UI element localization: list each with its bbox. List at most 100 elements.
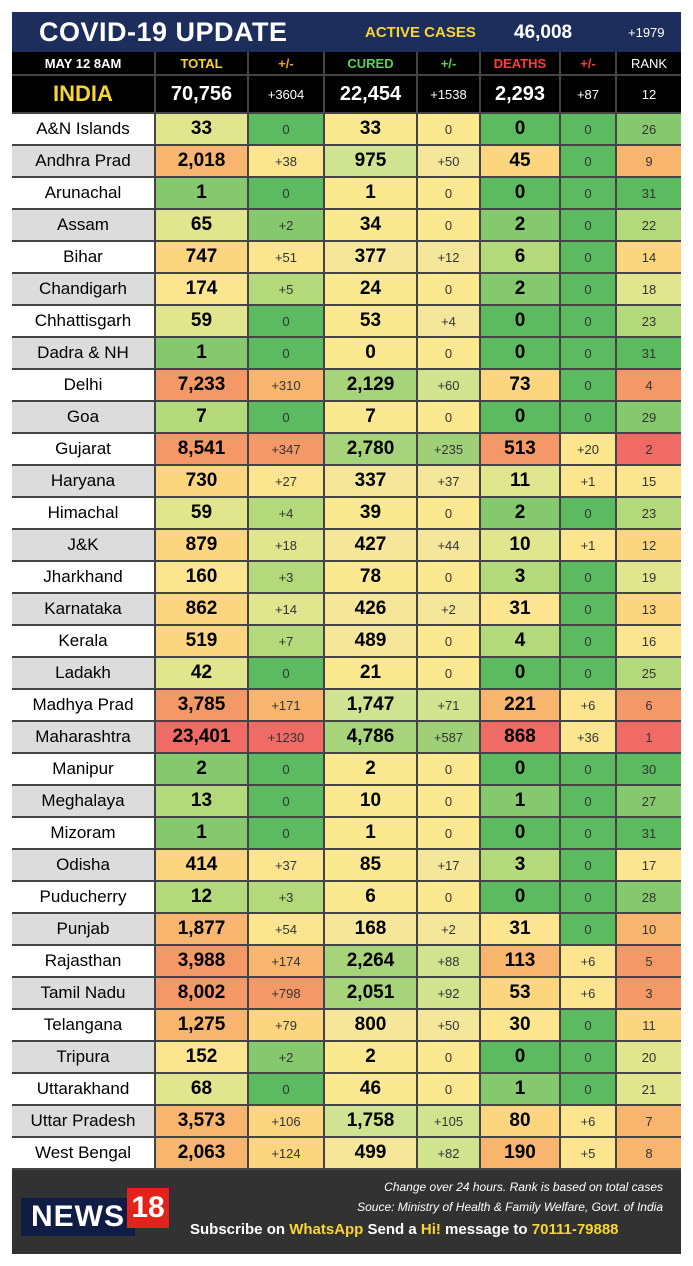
active-cases-value: 46,008 [514, 22, 573, 43]
footer: NEWS 18 Change over 24 hours. Rank is ba… [12, 1170, 681, 1254]
state-deaths-change: +6 [561, 1106, 617, 1138]
state-cured: 1 [325, 178, 418, 210]
state-deaths: 0 [481, 402, 561, 434]
state-name: Maharashtra [12, 722, 156, 754]
state-total-change: 0 [249, 754, 325, 786]
state-rank: 16 [617, 626, 681, 658]
state-total-change: +3 [249, 562, 325, 594]
state-cured: 427 [325, 530, 418, 562]
state-deaths-change: 0 [561, 274, 617, 306]
state-deaths: 190 [481, 1138, 561, 1170]
state-cured: 489 [325, 626, 418, 658]
state-total: 65 [156, 210, 249, 242]
table-row: Chhattisgarh 59 0 53 +4 0 0 23 [12, 306, 681, 338]
state-cured-change: +587 [418, 722, 481, 754]
state-total-change: +37 [249, 850, 325, 882]
state-deaths: 868 [481, 722, 561, 754]
covid-update-table: COVID-19 UPDATE ACTIVE CASES 46,008 +197… [12, 12, 681, 1254]
state-total: 414 [156, 850, 249, 882]
state-cured-change: 0 [418, 818, 481, 850]
table-row: Arunachal 1 0 1 0 0 0 31 [12, 178, 681, 210]
state-cured: 10 [325, 786, 418, 818]
state-deaths-change: 0 [561, 786, 617, 818]
state-deaths: 221 [481, 690, 561, 722]
state-cured: 1,758 [325, 1106, 418, 1138]
state-rank: 10 [617, 914, 681, 946]
state-name: Uttar Pradesh [12, 1106, 156, 1138]
footnote-change: Change over 24 hours. Rank is based on t… [384, 1180, 663, 1194]
state-total: 33 [156, 114, 249, 146]
state-cured: 2 [325, 1042, 418, 1074]
state-name: Jharkhand [12, 562, 156, 594]
state-total-change: +106 [249, 1106, 325, 1138]
state-total-change: +174 [249, 946, 325, 978]
state-cured: 21 [325, 658, 418, 690]
state-total-change: +2 [249, 210, 325, 242]
india-total: 70,756 [156, 76, 249, 114]
state-deaths-change: 0 [561, 754, 617, 786]
state-total: 3,988 [156, 946, 249, 978]
state-cured-change: +17 [418, 850, 481, 882]
state-cured: 7 [325, 402, 418, 434]
active-cases-label: ACTIVE CASES [365, 24, 476, 41]
header-deaths: DEATHS [481, 52, 561, 76]
state-cured: 39 [325, 498, 418, 530]
table-row: Haryana 730 +27 337 +37 11 +1 15 [12, 466, 681, 498]
state-deaths-change: 0 [561, 850, 617, 882]
india-total-change: +3604 [249, 76, 325, 114]
state-cured-change: 0 [418, 498, 481, 530]
state-rank: 13 [617, 594, 681, 626]
state-cured: 2,780 [325, 434, 418, 466]
state-name: Bihar [12, 242, 156, 274]
state-cured-change: +50 [418, 1010, 481, 1042]
state-name: Meghalaya [12, 786, 156, 818]
state-rank: 18 [617, 274, 681, 306]
state-total: 519 [156, 626, 249, 658]
state-rank: 11 [617, 1010, 681, 1042]
table-row: Dadra & NH 1 0 0 0 0 0 31 [12, 338, 681, 370]
state-rank: 31 [617, 818, 681, 850]
state-rank: 3 [617, 978, 681, 1010]
table-header: MAY 12 8AM TOTAL +/- CURED +/- DEATHS +/… [12, 52, 681, 76]
state-deaths: 4 [481, 626, 561, 658]
state-deaths-change: 0 [561, 1074, 617, 1106]
state-cured-change: 0 [418, 882, 481, 914]
state-cured-change: 0 [418, 338, 481, 370]
state-name: Mizoram [12, 818, 156, 850]
state-deaths: 73 [481, 370, 561, 402]
state-cured: 0 [325, 338, 418, 370]
state-total-change: +14 [249, 594, 325, 626]
state-total-change: 0 [249, 338, 325, 370]
state-total: 879 [156, 530, 249, 562]
state-cured-change: +105 [418, 1106, 481, 1138]
state-total-change: +7 [249, 626, 325, 658]
state-deaths-change: +36 [561, 722, 617, 754]
state-deaths: 0 [481, 1042, 561, 1074]
state-cured: 85 [325, 850, 418, 882]
state-deaths-change: 0 [561, 242, 617, 274]
india-deaths-change: +87 [561, 76, 617, 114]
state-name: Tripura [12, 1042, 156, 1074]
state-name: Karnataka [12, 594, 156, 626]
state-rank: 26 [617, 114, 681, 146]
state-deaths: 0 [481, 114, 561, 146]
state-cured: 34 [325, 210, 418, 242]
state-name: Uttarakhand [12, 1074, 156, 1106]
state-name: West Bengal [12, 1138, 156, 1170]
state-deaths-change: 0 [561, 1042, 617, 1074]
state-cured-change: +4 [418, 306, 481, 338]
state-rank: 23 [617, 306, 681, 338]
state-name: Ladakh [12, 658, 156, 690]
state-cured: 24 [325, 274, 418, 306]
state-deaths: 0 [481, 754, 561, 786]
state-rank: 2 [617, 434, 681, 466]
state-rank: 17 [617, 850, 681, 882]
state-cured: 499 [325, 1138, 418, 1170]
state-cured: 975 [325, 146, 418, 178]
state-name: Goa [12, 402, 156, 434]
state-deaths-change: 0 [561, 114, 617, 146]
state-total: 862 [156, 594, 249, 626]
state-cured: 426 [325, 594, 418, 626]
table-row: Rajasthan 3,988 +174 2,264 +88 113 +6 5 [12, 946, 681, 978]
footnote-source: Souce: Ministry of Health & Family Welfa… [357, 1200, 663, 1214]
